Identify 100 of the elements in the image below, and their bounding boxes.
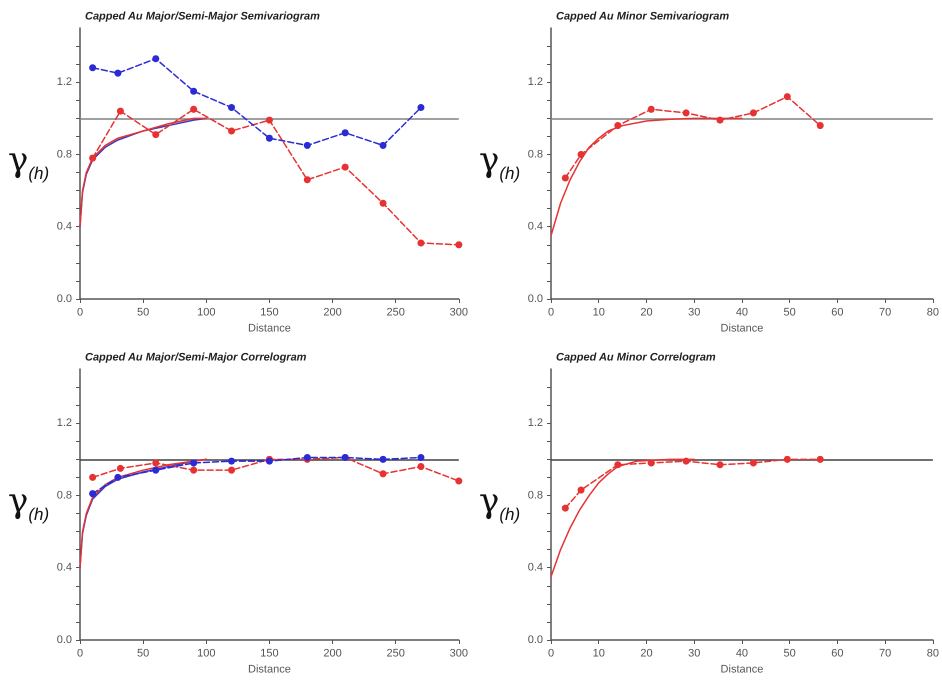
x-tick-label: 20 xyxy=(640,648,653,660)
point xyxy=(614,122,622,130)
point xyxy=(89,64,96,72)
point xyxy=(716,461,724,468)
point xyxy=(152,55,160,62)
point xyxy=(228,104,236,111)
x-tick-label: 100 xyxy=(197,306,216,318)
point xyxy=(455,241,462,248)
x-tick-label: 80 xyxy=(926,306,940,318)
point xyxy=(380,200,387,207)
point xyxy=(190,106,198,113)
x-tick-label: 150 xyxy=(260,648,279,660)
x-tick-label: 50 xyxy=(784,306,796,318)
point xyxy=(417,454,424,462)
point xyxy=(750,459,757,466)
y-tick-label: 0.8 xyxy=(56,148,72,160)
y-tick-label: 0.0 xyxy=(528,293,543,305)
y-tick-label: 1.2 xyxy=(56,417,72,430)
x-tick-label: 0 xyxy=(76,648,84,660)
point xyxy=(114,70,122,77)
point xyxy=(578,486,585,494)
x-axis-title: Distance xyxy=(248,322,291,334)
point xyxy=(266,134,273,142)
point xyxy=(784,93,791,100)
y-axis-title: γ$_{(h)}$ xyxy=(479,140,520,185)
point xyxy=(116,464,124,472)
point xyxy=(614,461,622,468)
x-tick-label: 10 xyxy=(592,648,605,660)
y-tick-label: 0.4 xyxy=(528,562,543,574)
point xyxy=(562,174,569,182)
point xyxy=(578,150,585,158)
x-tick-label: 200 xyxy=(323,648,342,660)
point xyxy=(417,104,424,111)
x-tick-label: 80 xyxy=(926,648,940,660)
point xyxy=(266,116,273,124)
x-tick-label: 0 xyxy=(548,648,554,660)
point xyxy=(417,239,424,246)
x-tick-label: 300 xyxy=(450,648,468,660)
chart-title: Capped Au Major/Semi-Major Semivariogram xyxy=(85,10,320,22)
x-tick-label: 60 xyxy=(831,306,844,318)
point xyxy=(455,478,462,485)
point xyxy=(228,458,236,465)
point xyxy=(750,109,757,116)
point xyxy=(190,88,198,95)
y-tick-label: 1.2 xyxy=(528,417,543,430)
point xyxy=(682,109,690,116)
x-tick-label: 0 xyxy=(76,306,84,318)
x-tick-label: 10 xyxy=(592,306,605,318)
y-axis-title: γ$_{(h)}$ xyxy=(8,481,50,526)
y-tick-label: 0.8 xyxy=(528,489,543,502)
point xyxy=(562,504,569,512)
y-tick-label: 1.2 xyxy=(528,76,543,88)
point xyxy=(682,458,690,465)
x-axis-title: Distance xyxy=(720,322,764,334)
x-tick-label: 40 xyxy=(736,648,748,660)
x-tick-label: 50 xyxy=(137,648,150,660)
y-tick-label: 1.2 xyxy=(56,76,72,88)
point xyxy=(816,456,824,463)
x-tick-label: 100 xyxy=(197,648,216,660)
x-tick-label: 300 xyxy=(450,306,468,318)
point xyxy=(190,466,198,474)
x-tick-label: 70 xyxy=(879,306,892,318)
y-tick-label: 0.8 xyxy=(56,489,72,502)
y-tick-label: 0.8 xyxy=(528,148,543,160)
y-axis-title: γ$_{(h)}$ xyxy=(479,481,520,526)
point xyxy=(152,466,160,474)
y-tick-label: 0.4 xyxy=(56,220,72,233)
x-tick-label: 150 xyxy=(260,306,279,318)
x-tick-label: 20 xyxy=(640,306,653,318)
x-axis-title: Distance xyxy=(720,663,764,676)
point xyxy=(380,142,387,149)
point xyxy=(342,129,349,136)
point xyxy=(816,122,824,130)
y-tick-label: 0.0 xyxy=(528,634,543,646)
point xyxy=(228,466,236,474)
point xyxy=(648,106,655,113)
point xyxy=(152,459,160,466)
x-tick-label: 40 xyxy=(736,306,748,318)
x-axis-title: Distance xyxy=(248,663,291,676)
point xyxy=(114,474,122,481)
x-tick-label: 50 xyxy=(784,648,796,660)
x-tick-label: 250 xyxy=(386,306,405,318)
y-tick-label: 0.4 xyxy=(56,562,72,574)
chart-title: Capped Au Minor Correlogram xyxy=(556,352,716,364)
y-tick-label: 0.4 xyxy=(528,220,543,233)
x-tick-label: 0 xyxy=(548,306,554,318)
point xyxy=(152,131,160,138)
point xyxy=(716,116,724,124)
point xyxy=(342,164,349,171)
y-tick-label: 0.0 xyxy=(56,634,72,646)
point xyxy=(116,108,124,115)
point xyxy=(648,459,655,466)
point xyxy=(190,459,198,466)
x-tick-label: 30 xyxy=(688,306,700,318)
chart-title: Capped Au Major/Semi-Major Correlogram xyxy=(85,352,307,364)
y-tick-label: 0.0 xyxy=(56,293,72,305)
x-tick-label: 70 xyxy=(879,648,892,660)
point xyxy=(89,474,96,481)
point xyxy=(89,490,96,498)
point xyxy=(380,456,387,463)
